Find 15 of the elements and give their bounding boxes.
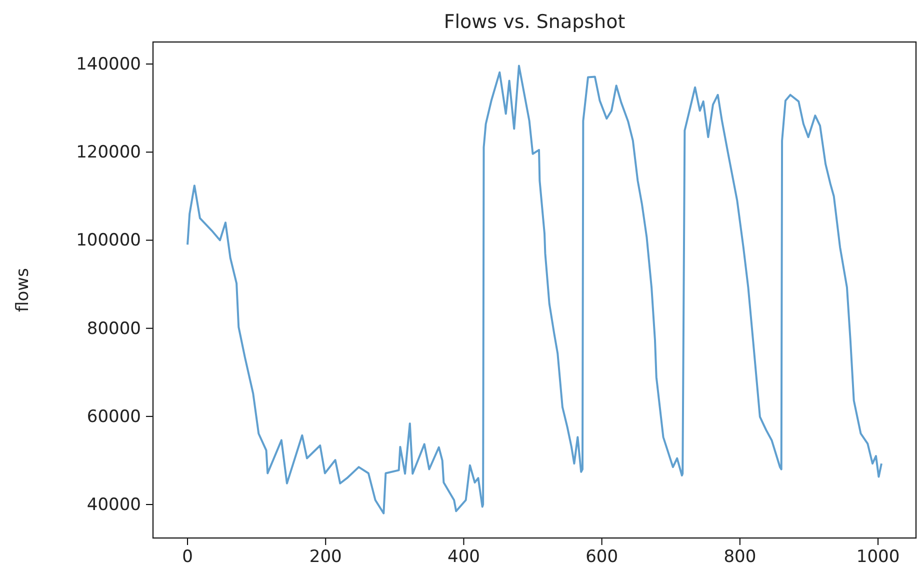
chart-title: Flows vs. Snapshot: [444, 11, 626, 33]
y-tick-label: 80000: [86, 318, 141, 339]
x-tick-label: 200: [309, 547, 342, 568]
line-series: [186, 64, 882, 514]
x-tick-label: 600: [586, 547, 618, 568]
y-tick-label: 140000: [76, 54, 141, 74]
y-axis-title: flows: [13, 268, 33, 312]
y-tick-label: 100000: [76, 230, 141, 251]
y-tick-label: 40000: [86, 494, 141, 515]
x-tick-label: 400: [447, 547, 480, 568]
y-tick-label: 120000: [76, 142, 141, 163]
x-tick-label: 0: [182, 547, 193, 568]
x-tick-label: 800: [724, 547, 756, 568]
y-tick-label: 60000: [86, 406, 141, 427]
x-tick-label: 1000: [856, 547, 900, 568]
